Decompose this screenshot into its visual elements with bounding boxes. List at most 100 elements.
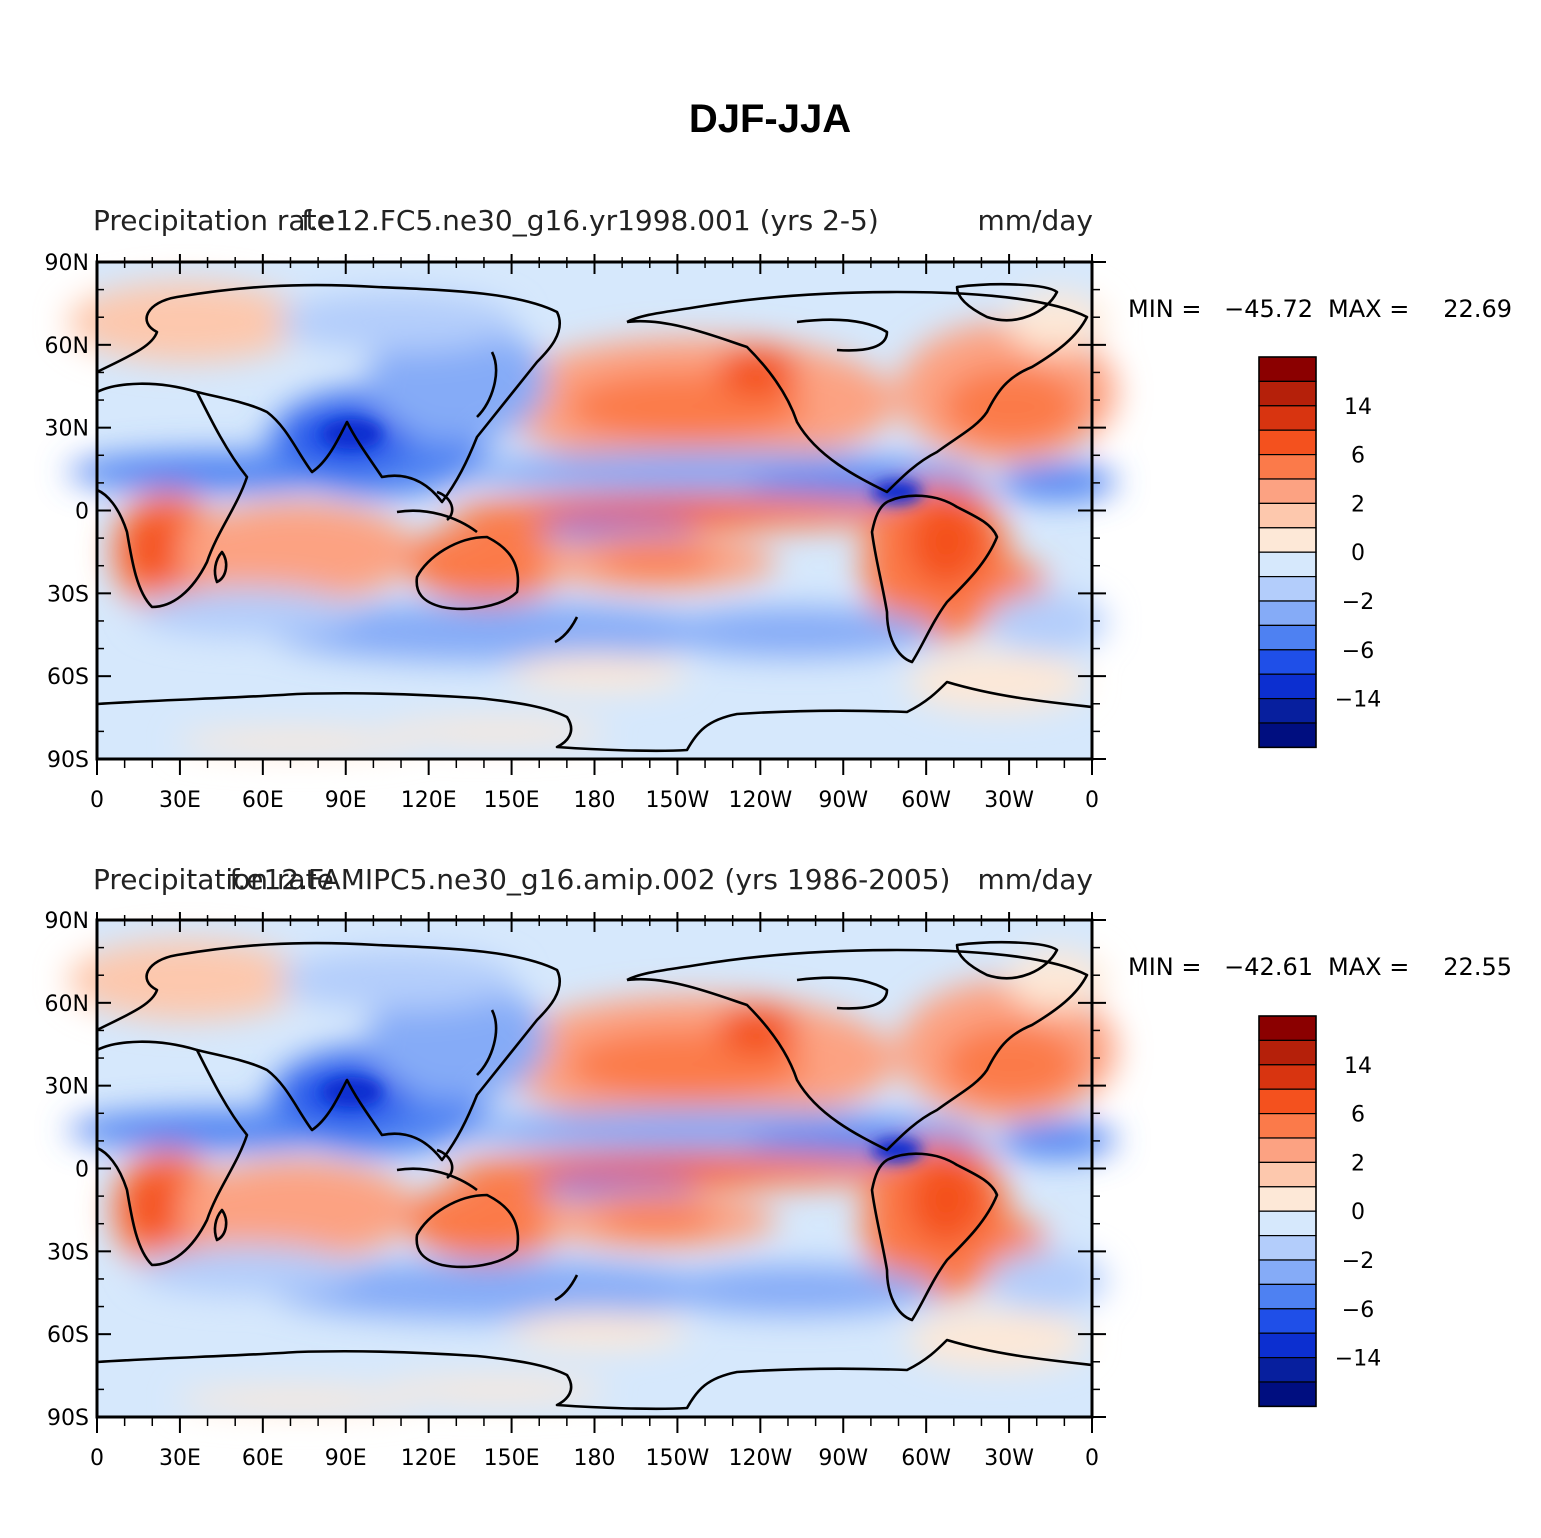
panel-top-min-value: −45.72 bbox=[1224, 295, 1313, 323]
panel-top-colorbar-swatch bbox=[1258, 356, 1317, 382]
panel-top-lon-label: 150W bbox=[646, 788, 710, 813]
panel-top-min-label: MIN = bbox=[1128, 295, 1201, 323]
panel-top-map bbox=[67, 260, 1117, 761]
panel-bottom-units-label: mm/day bbox=[978, 863, 1094, 896]
panel-bottom-lon-label: 90W bbox=[818, 1446, 868, 1471]
panel-bottom-colorbar-swatch bbox=[1258, 1356, 1317, 1383]
panel-bottom-colorbar-label: 2 bbox=[1351, 1151, 1365, 1176]
panel-top-colorbar-swatch bbox=[1258, 673, 1317, 700]
panel-top-lat-label: 0 bbox=[75, 500, 89, 525]
panel-bottom-lon-label: 60W bbox=[901, 1446, 951, 1471]
panel-bottom-colorbar-swatch bbox=[1258, 1137, 1317, 1163]
panel-bottom-min-value: −42.61 bbox=[1224, 953, 1313, 981]
panel-top-colorbar-swatch bbox=[1258, 478, 1317, 504]
panel-bottom-lon-label: 120E bbox=[401, 1446, 457, 1471]
panel-top-lat-label: 90S bbox=[47, 748, 89, 773]
panel-top-colorbar-swatch bbox=[1258, 575, 1317, 602]
panel-top-colorbar-frame bbox=[1258, 356, 1317, 749]
panel-bottom-lon-label: 30E bbox=[159, 1446, 201, 1471]
panel-top-units-label: mm/day bbox=[978, 204, 1094, 237]
panel-top-colorbar-label: −14 bbox=[1335, 688, 1381, 713]
panel-top-max-label: MAX = bbox=[1328, 295, 1409, 323]
panel-bottom-colorbar-label: 0 bbox=[1351, 1200, 1365, 1225]
panel-top-lon-label: 60E bbox=[242, 788, 284, 813]
panel-top-lon-label: 120W bbox=[728, 788, 792, 813]
panel-top-colorbar-label: −6 bbox=[1342, 639, 1374, 664]
panel-top-lon-label: 0 bbox=[90, 788, 104, 813]
panel-top-colorbar-label: −2 bbox=[1342, 590, 1374, 615]
panel-top-colorbar-swatch bbox=[1258, 649, 1317, 675]
panel-top-lat-label: 30S bbox=[47, 582, 89, 607]
panel-top-lon-label: 30W bbox=[984, 788, 1034, 813]
panel-top-colorbar-swatch bbox=[1258, 527, 1317, 553]
panel-bottom-colorbar-frame bbox=[1258, 1015, 1317, 1408]
panel-bottom-colorbar-swatch bbox=[1258, 1308, 1317, 1334]
panel-bottom-map bbox=[67, 918, 1117, 1419]
panel-top-lon-label: 90W bbox=[818, 788, 868, 813]
panel-top-lat-label: 60N bbox=[45, 334, 89, 359]
panel-top-colorbar-label: 2 bbox=[1351, 492, 1365, 517]
panel-bottom-lon-label: 0 bbox=[90, 1446, 104, 1471]
panel-bottom-colorbar: 14 6 2 0 −2 −6 −14 bbox=[1258, 1015, 1381, 1408]
panel-bottom-max-value: 22.55 bbox=[1443, 953, 1512, 981]
panel-bottom-colorbar-swatch bbox=[1258, 1332, 1317, 1359]
panel-bottom-colorbar-label: −14 bbox=[1335, 1347, 1381, 1372]
panel-bottom-colorbar-swatch bbox=[1258, 1186, 1317, 1212]
panel-top-colorbar-swatch bbox=[1258, 697, 1317, 724]
panel-bottom-lat-label: 30S bbox=[47, 1240, 89, 1265]
panel-top-lat-label: 60S bbox=[47, 665, 89, 690]
panel-bottom-max-label: MAX = bbox=[1328, 953, 1409, 981]
panel-bottom-colorbar-swatch bbox=[1258, 1039, 1317, 1066]
panel-top-lon-label: 60W bbox=[901, 788, 951, 813]
panel-bottom-colorbar-label: −2 bbox=[1342, 1249, 1374, 1274]
panel-top-lon-label: 30E bbox=[159, 788, 201, 813]
panel-top-colorbar-swatch bbox=[1258, 380, 1317, 407]
panel-bottom-lon-label: 60E bbox=[242, 1446, 284, 1471]
panel-top-colorbar: 14 6 2 0 −2 −6 −14 bbox=[1258, 356, 1381, 749]
panel-bottom-lat-label: 90N bbox=[45, 909, 89, 934]
panel-top-colorbar-swatch bbox=[1258, 722, 1317, 748]
panel-bottom-case-label: f.e12.FAMIPC5.ne30_g16.amip.002 (yrs 198… bbox=[230, 863, 951, 896]
panel-top-lon-label: 90E bbox=[325, 788, 367, 813]
panel-top-colorbar-swatch bbox=[1258, 405, 1317, 431]
panel-bottom-lat-label: 60N bbox=[45, 992, 89, 1017]
panel-bottom-colorbar-swatch bbox=[1258, 1064, 1317, 1090]
panel-top-colorbar-label: 0 bbox=[1351, 541, 1365, 566]
panel-top-colorbar-swatch bbox=[1258, 600, 1317, 626]
panel-bottom-lon-label: 0 bbox=[1085, 1446, 1099, 1471]
panel-bottom-colorbar-swatch bbox=[1258, 1015, 1317, 1041]
panel-bottom-lon-label: 30W bbox=[984, 1446, 1034, 1471]
figure-title: DJF-JJA bbox=[689, 97, 851, 141]
panel-bottom-colorbar-label: −6 bbox=[1342, 1298, 1374, 1323]
panel-bottom-variable-label: Precipitation rate bbox=[93, 863, 334, 896]
panel-top-lon-label: 180 bbox=[574, 788, 616, 813]
panel-bottom-lat-label: 0 bbox=[75, 1158, 89, 1183]
panel-bottom-colorbar-label: 6 bbox=[1351, 1103, 1365, 1128]
panel-top-max-value: 22.69 bbox=[1443, 295, 1512, 323]
panel-bottom: Precipitation rate f.e12.FAMIPC5.ne30_g1… bbox=[45, 863, 1512, 1471]
panel-bottom-lat-label: 90S bbox=[47, 1406, 89, 1431]
panel-bottom-lon-label: 90E bbox=[325, 1446, 367, 1471]
panel-top-lon-label: 120E bbox=[401, 788, 457, 813]
panel-top-colorbar-swatch bbox=[1258, 429, 1317, 456]
panel-bottom-colorbar-swatch bbox=[1258, 1112, 1317, 1139]
panel-top-colorbar-swatch bbox=[1258, 454, 1317, 480]
panel-top-colorbar-label: 6 bbox=[1351, 444, 1365, 469]
panel-top-lon-label: 0 bbox=[1085, 788, 1099, 813]
panel-bottom-colorbar-swatch bbox=[1258, 1283, 1317, 1310]
panel-bottom-colorbar-swatch bbox=[1258, 1381, 1317, 1407]
panel-bottom-colorbar-swatch bbox=[1258, 1161, 1317, 1188]
panel-top-lat-label: 30N bbox=[45, 417, 89, 442]
panel-bottom-colorbar-swatch bbox=[1258, 1088, 1317, 1115]
panel-bottom-min-label: MIN = bbox=[1128, 953, 1201, 981]
panel-bottom-colorbar-label: 14 bbox=[1344, 1054, 1372, 1079]
panel-top-colorbar-swatch bbox=[1258, 624, 1317, 651]
panel-bottom-lat-label: 60S bbox=[47, 1323, 89, 1348]
panel-bottom-colorbar-swatch bbox=[1258, 1259, 1317, 1285]
panel-bottom-lon-label: 150W bbox=[646, 1446, 710, 1471]
panel-bottom-colorbar-swatch bbox=[1258, 1210, 1317, 1237]
panel-top-colorbar-swatch bbox=[1258, 502, 1317, 529]
panel-bottom-lat-label: 30N bbox=[45, 1075, 89, 1100]
panel-top-colorbar-label: 14 bbox=[1344, 395, 1372, 420]
